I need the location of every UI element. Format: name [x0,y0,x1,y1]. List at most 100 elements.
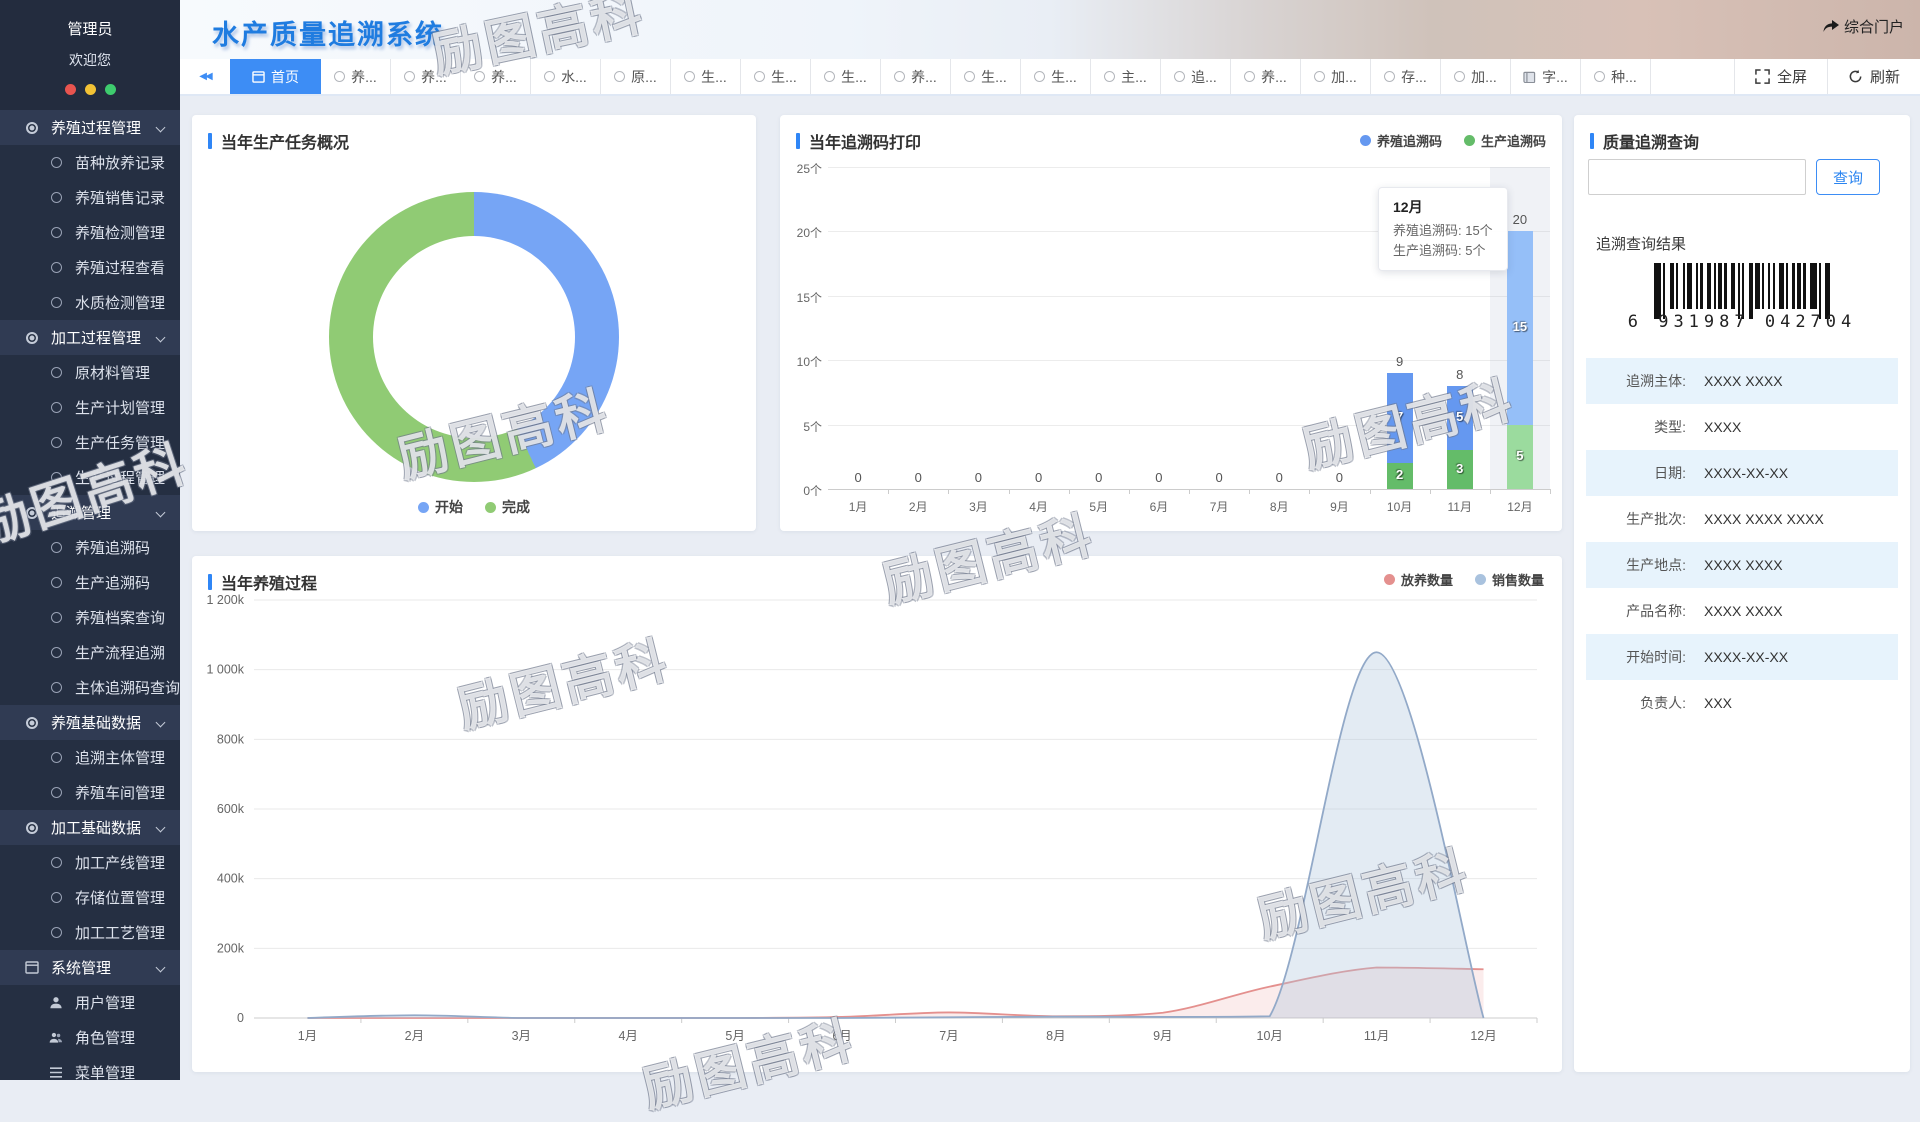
sidebar-item-23[interactable]: 加工工艺管理 [0,915,180,950]
legend-label: 生产追溯码 [1480,134,1546,149]
tab-6[interactable]: 生... [671,59,741,94]
sidebar-section-0[interactable]: 养殖过程管理 [0,110,180,145]
x-axis-tick [1068,489,1070,494]
barcode-number: 6 931987 042704 [1627,312,1857,332]
sidebar-item-label: 加工工艺管理 [75,925,166,942]
tab-actions: 全屏 刷新 [1733,59,1920,94]
portal-link[interactable]: 综合门户 [1823,16,1904,37]
tab-label: 原... [631,68,657,85]
legend-item-生产追溯码[interactable]: 生产追溯码 [1463,131,1546,150]
tab-1[interactable]: 养... [321,59,391,94]
tab-14[interactable]: 养... [1231,59,1301,94]
tab-17[interactable]: 加... [1441,59,1511,94]
svg-text:1 200k: 1 200k [206,593,244,607]
user-block: 管理员 欢迎您 [0,0,180,110]
x-axis-label: 12月 [1507,500,1533,514]
tab-5[interactable]: 原... [601,59,671,94]
tab-15[interactable]: 加... [1301,59,1371,94]
sidebar-section-24[interactable]: 系统管理 [0,950,180,985]
bar-total-label: 0 [1155,470,1163,485]
sidebar-item-27[interactable]: 菜单管理 [0,1055,180,1090]
sidebar-item-15[interactable]: 生产流程追溯 [0,635,180,670]
svg-text:8月: 8月 [1046,1029,1065,1043]
sidebar-item-25[interactable]: 用户管理 [0,985,180,1020]
tab-10[interactable]: 生... [951,59,1021,94]
panel-title: 当年追溯码打印 [796,129,921,153]
sidebar-section-20[interactable]: 加工基础数据 [0,810,180,845]
tab-16[interactable]: 存... [1371,59,1441,94]
refresh-button[interactable]: 刷新 [1826,59,1920,94]
tab-13[interactable]: 追... [1161,59,1231,94]
sidebar-item-10[interactable]: 生产过程管理 [0,460,180,495]
sidebar-item-2[interactable]: 养殖销售记录 [0,180,180,215]
fullscreen-button[interactable]: 全屏 [1733,59,1827,94]
legend-item-放养数量[interactable]: 放养数量 [1383,570,1453,589]
legend-item-完成[interactable]: 完成 [485,497,530,517]
x-axis-label: 1月 [848,500,868,514]
sidebar-item-label: 加工产线管理 [75,855,166,872]
main-area: 水产质量追溯系统 综合门户 ◀◀ 首页 养... 养... 养... 水... 原... 生… [180,0,1920,1080]
y-axis-tick-label: 0个 [803,484,822,498]
ring-icon [49,751,63,765]
sidebar-menu: 养殖过程管理 苗种放养记录 养殖销售记录 养殖检测管理 养殖过程查看 水质检测管理 加工过程… [0,110,180,1090]
legend-item-销售数量[interactable]: 销售数量 [1474,570,1544,589]
sidebar-item-26[interactable]: 角色管理 [0,1020,180,1055]
barcode-image [1654,263,1830,319]
legend-item-养殖追溯码[interactable]: 养殖追溯码 [1359,131,1442,150]
field-value: XXXX XXXX [1704,557,1783,573]
search-button[interactable]: 查询 [1816,159,1880,195]
sidebar-section-6[interactable]: 加工过程管理 [0,320,180,355]
sidebar-section-17[interactable]: 养殖基础数据 [0,705,180,740]
sidebar-item-label: 生产追溯码 [75,575,151,592]
tab-home[interactable]: 首页 [230,59,321,94]
ring-bold-icon [25,121,39,135]
tab-4[interactable]: 水... [531,59,601,94]
sidebar-item-16[interactable]: 主体追溯码查询 [0,670,180,705]
x-axis-label: 10月 [1386,500,1413,514]
svg-text:7月: 7月 [939,1029,958,1043]
tab-label: 养... [911,68,937,85]
book-icon [1523,71,1536,83]
legend-swatch [418,501,429,513]
sidebar-item-3[interactable]: 养殖检测管理 [0,215,180,250]
gridline [828,295,1550,297]
sidebar-item-4[interactable]: 养殖过程查看 [0,250,180,285]
tab-11[interactable]: 生... [1021,59,1091,94]
sidebar-section-11[interactable]: 追溯管理 [0,495,180,530]
sidebar-item-5[interactable]: 水质检测管理 [0,285,180,320]
bar-segment-养殖追溯码: 5 [1446,385,1473,451]
tab-9[interactable]: 养... [881,59,951,94]
sidebar-item-8[interactable]: 生产计划管理 [0,390,180,425]
sidebar-item-7[interactable]: 原材料管理 [0,355,180,390]
x-axis-tick [1128,489,1130,494]
chevron-down-icon [155,822,166,833]
refresh-label: 刷新 [1869,69,1900,86]
tab-7[interactable]: 生... [741,59,811,94]
sidebar-item-21[interactable]: 加工产线管理 [0,845,180,880]
field-value: XXXX-XX-XX [1704,649,1789,665]
sidebar-item-1[interactable]: 苗种放养记录 [0,145,180,180]
tab-19[interactable]: 种... [1581,59,1651,94]
tab-2[interactable]: 养... [391,59,461,94]
topbar: 水产质量追溯系统 综合门户 [180,0,1920,59]
tab-12[interactable]: 主... [1091,59,1161,94]
sidebar-item-13[interactable]: 生产追溯码 [0,565,180,600]
trace-search-input[interactable] [1588,159,1806,195]
ring-icon [49,856,63,870]
legend-swatch [1383,574,1395,585]
tab-8[interactable]: 生... [811,59,881,94]
sidebar-item-19[interactable]: 养殖车间管理 [0,775,180,810]
sidebar-item-22[interactable]: 存储位置管理 [0,880,180,915]
tab-3[interactable]: 养... [461,59,531,94]
sidebar-item-14[interactable]: 养殖档案查询 [0,600,180,635]
legend-item-开始[interactable]: 开始 [418,497,463,517]
panel-title: 质量追溯查询 [1590,129,1699,153]
sidebar-item-12[interactable]: 养殖追溯码 [0,530,180,565]
sidebar-item-9[interactable]: 生产任务管理 [0,425,180,460]
tab-18[interactable]: 字... [1511,59,1581,94]
bar-segment-value: 15 [1512,318,1528,334]
sidebar-item-18[interactable]: 追溯主体管理 [0,740,180,775]
tab-label: 生... [981,68,1007,85]
ring-icon [49,541,63,555]
collapse-tabs-icon[interactable]: ◀◀ [199,71,212,82]
